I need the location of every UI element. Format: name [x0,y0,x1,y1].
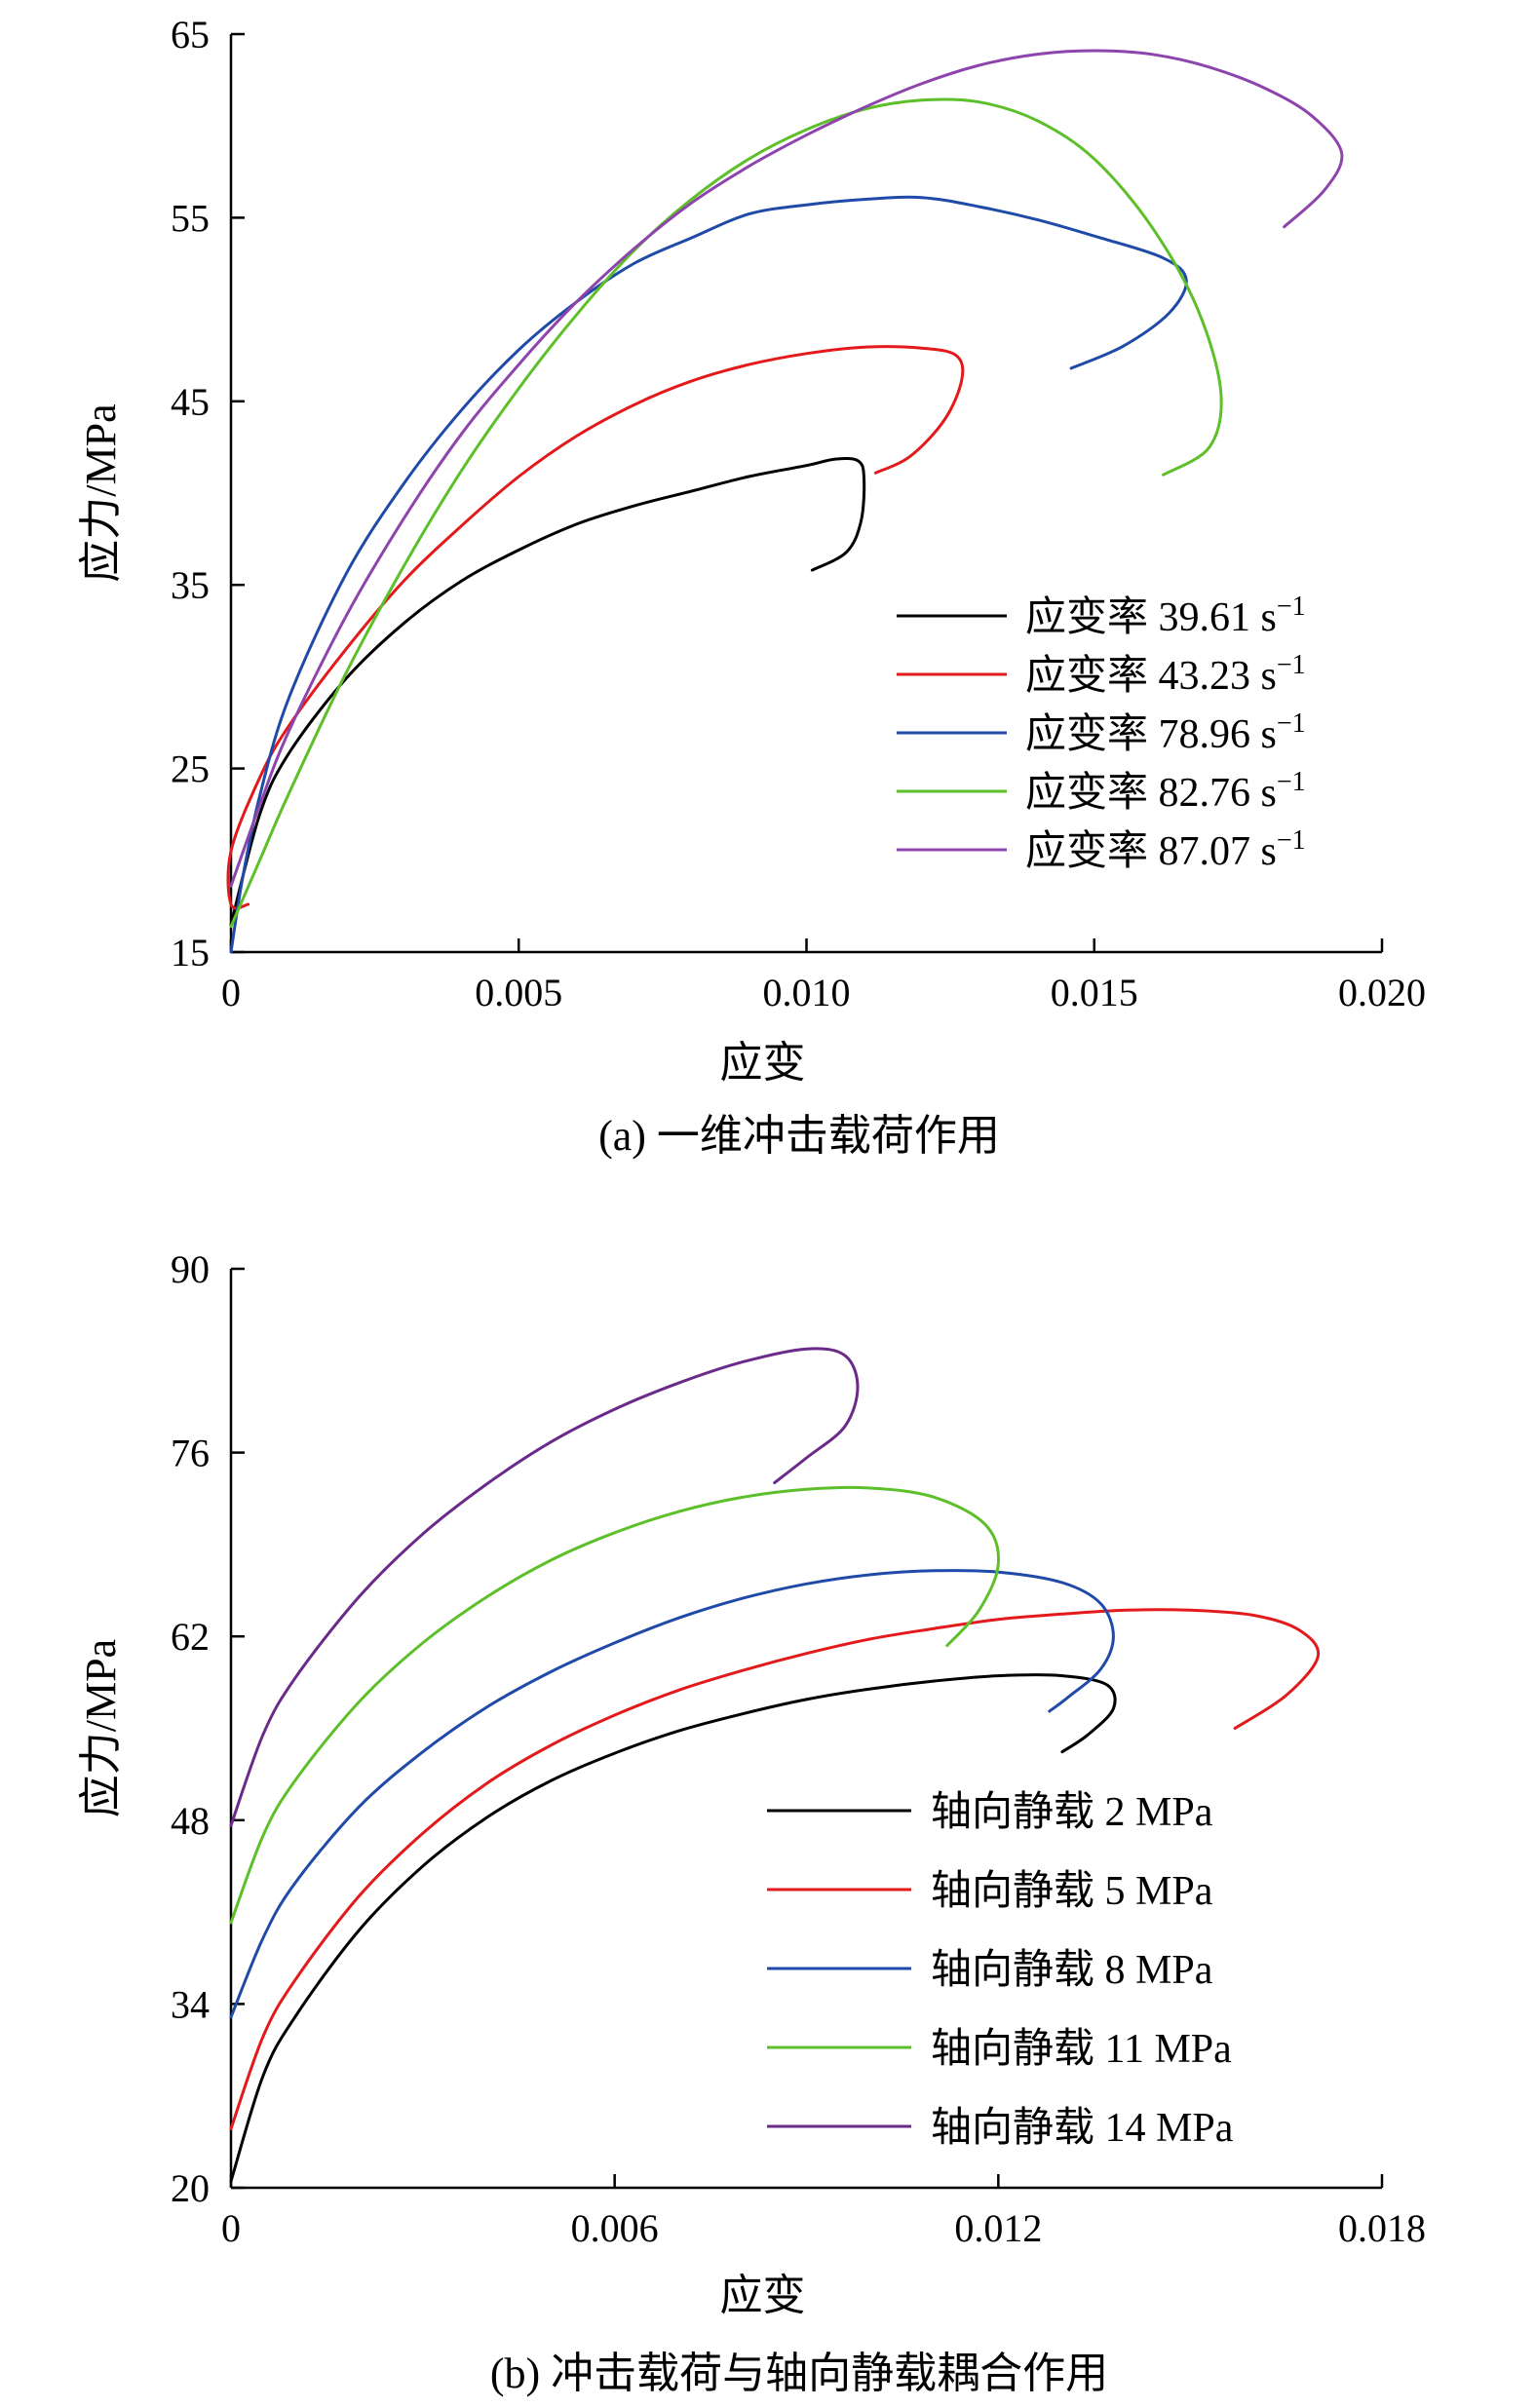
y-tick-label: 62 [171,1615,210,1659]
legend-label-text: 轴向静载 11 MPa [931,2027,1232,2072]
chart-panel-b: 20 34 48 62 76 90 0 0.006 0.012 0.018 应变 应力/MPa (b) … [77,1247,1426,2397]
legend-label-superscript: −1 [1277,592,1306,622]
y-tick-label: 25 [171,747,210,791]
legend-label: 轴向静载 11 MPa [931,2027,1232,2072]
legend-label-superscript: −1 [1277,767,1306,797]
series-line [229,1485,1000,1925]
series-line [229,1608,1321,2130]
legend-label: 应变率 39.61 s−1 [1025,592,1306,640]
legend-label: 轴向静载 8 MPa [931,1948,1213,1993]
legend-label-text: 应变率 39.61 s [1025,594,1277,640]
chart-caption: (a) 一维冲击载荷作用 [598,1112,1000,1160]
legend-label-text: 应变率 78.96 s [1025,711,1277,757]
x-tick-label: 0.020 [1338,971,1426,1014]
legend-label: 轴向静载 5 MPa [931,1869,1213,1914]
series-line [229,49,1344,888]
y-tick-label: 15 [171,931,210,975]
x-tick-label: 0.006 [571,2206,659,2250]
y-tick-label: 48 [171,1799,210,1843]
legend-label-text: 应变率 43.23 s [1025,653,1277,699]
x-tick-label: 0 [221,2206,241,2250]
series-line [229,457,866,927]
y-axis-title: 应力/MPa [77,1639,125,1817]
x-axis-title: 应变 [720,2272,806,2319]
legend-label: 应变率 87.07 s−1 [1025,825,1306,874]
y-axis-title: 应力/MPa [77,403,125,582]
x-tick-label: 0.010 [763,971,851,1014]
chart-panel-a: 15 25 35 45 55 65 0 0.005 0.010 0.015 0.020 应变 应力/MP… [77,13,1426,1160]
chart-caption: (b) 冲击载荷与轴向静载耦合作用 [490,2350,1108,2397]
legend-label-text: 应变率 82.76 s [1025,770,1277,816]
y-tick-label: 35 [171,563,210,607]
y-tick-label: 45 [171,380,210,424]
legend-label: 轴向静载 2 MPa [931,1790,1213,1835]
y-tick-label: 76 [171,1432,210,1475]
x-axis-title: 应变 [720,1039,806,1087]
y-tick-label: 55 [171,196,210,240]
legend-label-text: 轴向静载 2 MPa [931,1790,1213,1835]
y-tick-label: 34 [171,1982,210,2026]
series-line [229,1673,1117,2183]
legend-label-superscript: −1 [1277,650,1306,680]
series-line [229,1569,1115,2019]
y-tick-label: 20 [171,2166,210,2210]
legend-label-text: 轴向静载 5 MPa [931,1869,1213,1914]
legend-label-superscript: −1 [1277,708,1306,739]
series-line [229,97,1223,929]
y-tick-label: 90 [171,1247,210,1291]
series-line [229,1347,860,1827]
series-line [229,195,1188,954]
legend-label-superscript: −1 [1277,825,1306,856]
legend-label: 应变率 43.23 s−1 [1025,650,1306,699]
x-tick-label: 0.015 [1051,971,1138,1014]
x-tick-label: 0.018 [1338,2206,1426,2250]
legend-label: 应变率 78.96 s−1 [1025,708,1306,757]
x-tick-label: 0.005 [475,971,562,1014]
legend-label: 轴向静载 14 MPa [931,2106,1234,2151]
x-tick-label: 0.012 [954,2206,1042,2250]
legend-label-text: 应变率 87.07 s [1025,828,1277,874]
legend-label: 应变率 82.76 s−1 [1025,767,1306,816]
legend-label-text: 轴向静载 14 MPa [931,2106,1234,2151]
series-line [226,345,965,910]
y-tick-label: 65 [171,13,210,57]
legend-label-text: 轴向静载 8 MPa [931,1948,1213,1993]
x-tick-label: 0 [221,971,241,1014]
